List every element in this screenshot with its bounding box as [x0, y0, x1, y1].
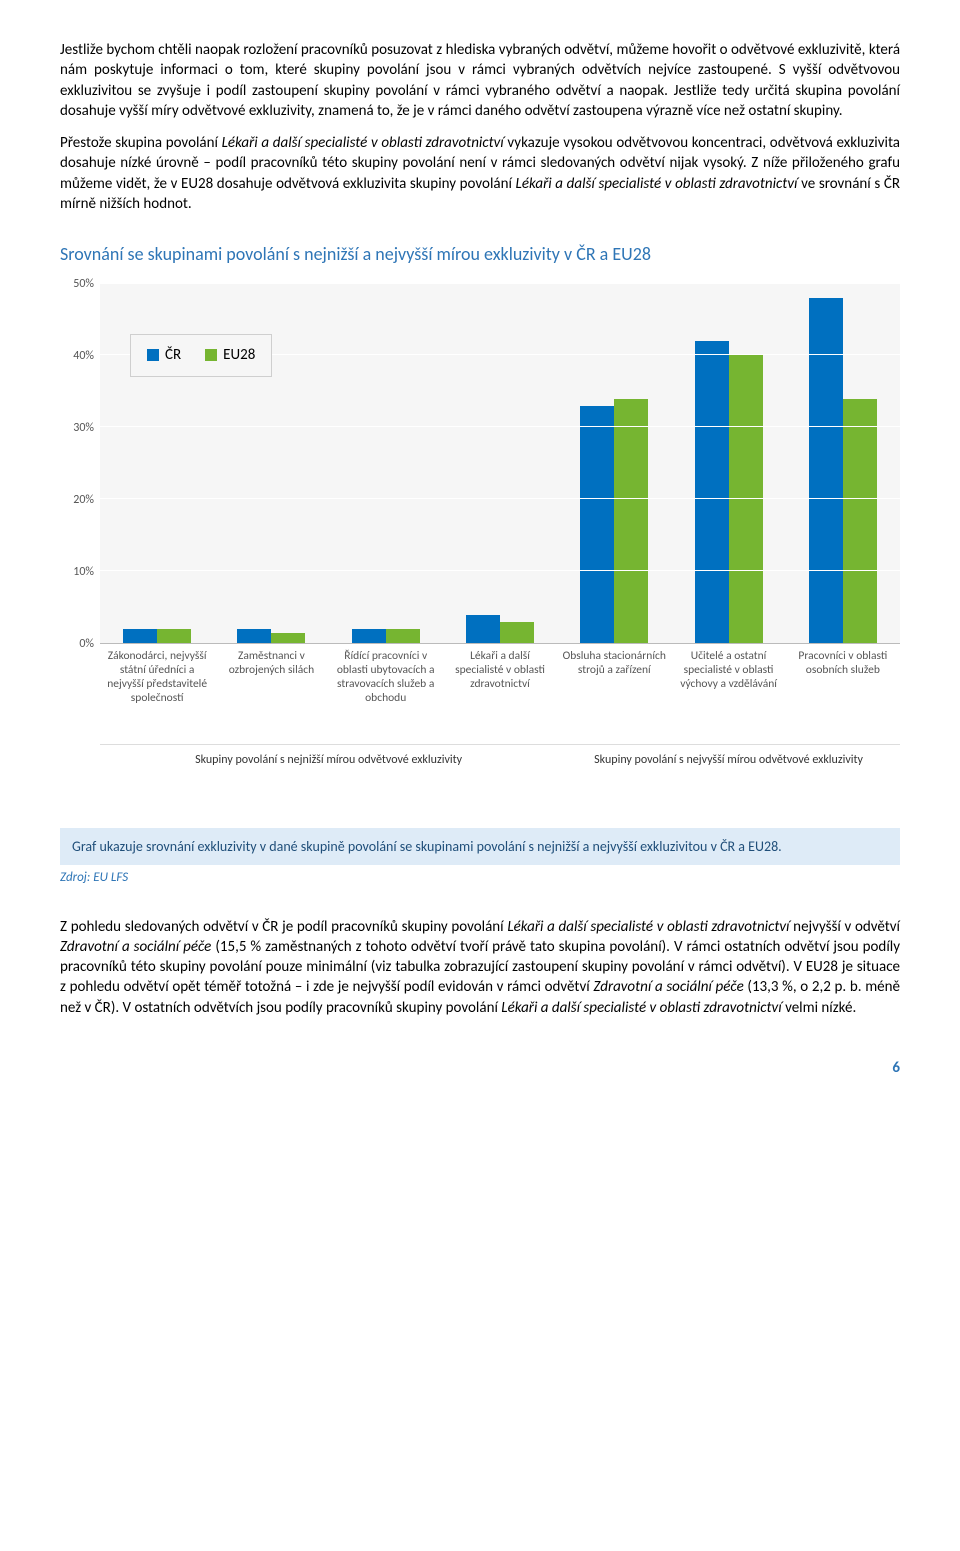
group-label: Skupiny povolání s nejnižší mírou odvětv…	[100, 753, 557, 767]
p3-italic-h: Lékaři a další specialisté v oblasti zdr…	[501, 999, 781, 1017]
intro-paragraph-1: Jestliže bychom chtěli naopak rozložení …	[60, 40, 900, 121]
p3-text-i: velmi nízké.	[782, 999, 857, 1017]
category-group	[671, 284, 785, 643]
bar-eu	[157, 629, 191, 643]
legend-swatch-cr	[147, 349, 159, 361]
bar-eu	[729, 355, 763, 643]
chart-legend: ČR EU28	[130, 334, 272, 376]
category-group	[329, 284, 443, 643]
y-tick-label: 40%	[73, 348, 94, 364]
x-axis-label: Řídící pracovníci v oblasti ubytovacích …	[329, 646, 443, 736]
p2-italic-b: Lékaři a další specialisté v oblasti zdr…	[222, 134, 504, 152]
gridline	[100, 282, 900, 283]
group-labels: Skupiny povolání s nejnižší mírou odvětv…	[100, 744, 900, 767]
p3-italic-f: Zdravotní a sociální péče	[593, 978, 743, 996]
group-label: Skupiny povolání s nejvyšší mírou odvětv…	[557, 753, 900, 767]
chart-source: Zdroj: EU LFS	[60, 869, 900, 887]
bar-eu	[386, 629, 420, 643]
gridline	[100, 498, 900, 499]
x-axis-label: Zaměstnanci v ozbrojených silách	[214, 646, 328, 736]
category-group	[443, 284, 557, 643]
x-axis-label: Lékaři a další specialisté v oblasti zdr…	[443, 646, 557, 736]
bar-cr	[809, 298, 843, 644]
exclusivity-chart: 0%10%20%30%40%50% ČR EU28 Zákonodárci, n…	[60, 284, 900, 804]
bar-eu	[271, 633, 305, 644]
legend-label-cr: ČR	[165, 345, 181, 365]
intro-paragraph-2: Přestože skupina povolání Lékaři a další…	[60, 133, 900, 214]
y-tick-label: 30%	[73, 420, 94, 436]
body-paragraph-3: Z pohledu sledovaných odvětví v ČR je po…	[60, 917, 900, 1018]
bar-cr	[466, 615, 500, 644]
bar-cr	[237, 629, 271, 643]
bar-cr	[352, 629, 386, 643]
p3-text-a: Z pohledu sledovaných odvětví v ČR je po…	[60, 918, 507, 936]
page-number: 6	[60, 1058, 900, 1078]
p3-italic-d: Zdravotní a sociální péče	[60, 938, 211, 956]
legend-label-eu: EU28	[223, 345, 255, 365]
y-tick-label: 0%	[79, 636, 94, 652]
x-axis-labels: Zákonodárci, nejvyšší státní úředníci a …	[100, 646, 900, 736]
gridline	[100, 426, 900, 427]
y-axis: 0%10%20%30%40%50%	[60, 284, 100, 644]
bar-cr	[695, 341, 729, 643]
x-axis-label: Pracovníci v oblasti osobních služeb	[786, 646, 900, 736]
p2-text-a: Přestože skupina povolání	[60, 134, 222, 152]
bar-eu	[500, 622, 534, 644]
bar-eu	[843, 399, 877, 644]
chart-section-heading: Srovnání se skupinami povolání s nejnižš…	[60, 242, 900, 266]
p2-italic-d: Lékaři a další specialisté v oblasti zdr…	[516, 175, 798, 193]
x-axis-label: Učitelé a ostatní specialisté v oblasti …	[671, 646, 785, 736]
x-axis-label: Obsluha stacionárních strojů a zařízení	[557, 646, 671, 736]
p3-text-c: nejvyšší v odvětví	[790, 918, 901, 936]
y-tick-label: 50%	[73, 276, 94, 292]
y-tick-label: 20%	[73, 492, 94, 508]
legend-swatch-eu	[205, 349, 217, 361]
legend-item-cr: ČR	[147, 345, 181, 365]
gridline	[100, 570, 900, 571]
y-tick-label: 10%	[73, 564, 94, 580]
bar-cr	[123, 629, 157, 643]
category-group	[557, 284, 671, 643]
p3-italic-b: Lékaři a další specialisté v oblasti zdr…	[507, 918, 789, 936]
chart-caption: Graf ukazuje srovnání exkluzivity v dané…	[60, 828, 900, 865]
bar-cr	[580, 406, 614, 644]
x-axis-label: Zákonodárci, nejvyšší státní úředníci a …	[100, 646, 214, 736]
category-group	[786, 284, 900, 643]
legend-item-eu: EU28	[205, 345, 255, 365]
bar-eu	[614, 399, 648, 644]
